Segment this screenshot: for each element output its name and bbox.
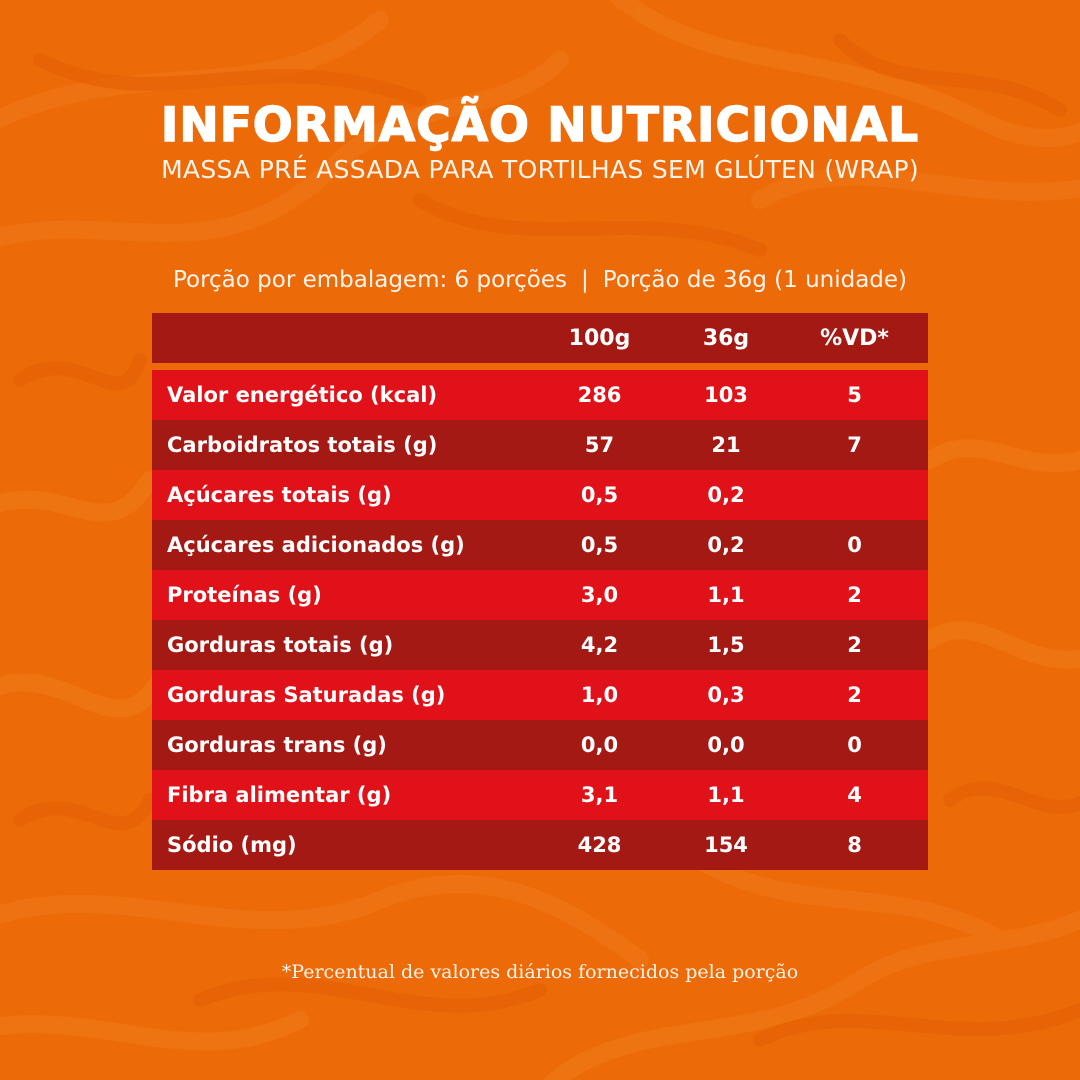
product-subtitle: MASSA PRÉ ASSADA PARA TORTILHAS SEM GLÚT… xyxy=(161,155,919,184)
serving-separator: | xyxy=(580,267,589,293)
value-per-36g: 1,1 xyxy=(707,583,745,607)
header-per-100g: 100g xyxy=(568,325,631,351)
page-title: INFORMAÇÃO NUTRICIONAL xyxy=(160,97,920,154)
portion-size: Porção de 36g (1 unidade) xyxy=(602,267,908,293)
nutrient-name: Valor energético (kcal) xyxy=(167,383,438,407)
value-daily-percent: 0 xyxy=(847,533,862,557)
value-per-100g: 57 xyxy=(584,433,615,457)
table-row: Açúcares adicionados (g) 0,5 0,2 0 xyxy=(152,520,928,570)
value-per-36g: 0,2 xyxy=(707,483,745,507)
nutrient-name: Gorduras totais (g) xyxy=(167,633,394,657)
nutrient-name: Proteínas (g) xyxy=(167,583,322,607)
nutrient-name: Açúcares adicionados (g) xyxy=(167,533,465,557)
value-daily-percent: 8 xyxy=(847,833,862,857)
value-daily-percent: 2 xyxy=(847,633,862,657)
serving-info: Porção por embalagem: 6 porções | Porção d… xyxy=(0,262,1080,298)
value-per-100g: 3,1 xyxy=(580,783,619,807)
header-per-36g: 36g xyxy=(702,325,750,351)
value-per-100g: 0,0 xyxy=(580,733,619,757)
table-row: Gorduras Saturadas (g) 1,0 0,3 2 xyxy=(152,670,928,720)
value-per-36g: 154 xyxy=(704,833,748,857)
table-row: Valor energético (kcal) 286 103 5 xyxy=(152,370,928,420)
value-per-36g: 0,0 xyxy=(707,733,745,757)
value-per-100g: 428 xyxy=(577,833,622,857)
value-daily-percent: 2 xyxy=(847,683,862,707)
table-row: Carboidratos totais (g) 57 21 7 xyxy=(152,420,928,470)
nutrition-table: 100g 36g %VD* Valor energético (kcal) 28… xyxy=(152,313,928,870)
table-row: Proteínas (g) 3,0 1,1 2 xyxy=(152,570,928,620)
value-per-100g: 4,2 xyxy=(580,633,619,657)
nutrient-name: Fibra alimentar (g) xyxy=(167,783,392,807)
nutrient-name: Carboidratos totais (g) xyxy=(167,433,438,457)
value-per-36g: 0,2 xyxy=(707,533,745,557)
daily-value-footnote: *Percentual de valores diários fornecido… xyxy=(281,961,799,983)
header-daily-value: %VD* xyxy=(820,325,889,351)
nutrient-name: Açúcares totais (g) xyxy=(167,483,392,507)
value-per-36g: 21 xyxy=(711,433,741,457)
value-per-100g: 0,5 xyxy=(580,533,619,557)
nutrient-name: Gorduras Saturadas (g) xyxy=(167,683,446,707)
value-per-36g: 1,1 xyxy=(707,783,745,807)
table-row: Sódio (mg) 428 154 8 xyxy=(152,820,928,870)
table-row: Fibra alimentar (g) 3,1 1,1 4 xyxy=(152,770,928,820)
value-per-36g: 1,5 xyxy=(707,633,745,657)
value-per-100g: 0,5 xyxy=(580,483,619,507)
table-row: Gorduras totais (g) 4,2 1,5 2 xyxy=(152,620,928,670)
value-daily-percent: 5 xyxy=(847,383,862,407)
value-per-36g: 103 xyxy=(704,383,748,407)
value-daily-percent: 4 xyxy=(847,783,862,807)
nutrient-name: Sódio (mg) xyxy=(167,833,297,857)
value-per-100g: 3,0 xyxy=(580,583,619,607)
value-per-100g: 1,0 xyxy=(580,683,619,707)
value-daily-percent: 2 xyxy=(847,583,862,607)
table-row: Açúcares totais (g) 0,5 0,2 xyxy=(152,470,928,520)
nutrient-name: Gorduras trans (g) xyxy=(167,733,387,757)
value-daily-percent: 0 xyxy=(847,733,862,757)
table-header-row: 100g 36g %VD* xyxy=(152,313,928,363)
table-row: Gorduras trans (g) 0,0 0,0 0 xyxy=(152,720,928,770)
value-daily-percent: 7 xyxy=(847,433,862,457)
value-per-36g: 0,3 xyxy=(707,683,745,707)
value-per-100g: 286 xyxy=(577,383,622,407)
servings-per-package: Porção por embalagem: 6 porções xyxy=(172,267,567,293)
